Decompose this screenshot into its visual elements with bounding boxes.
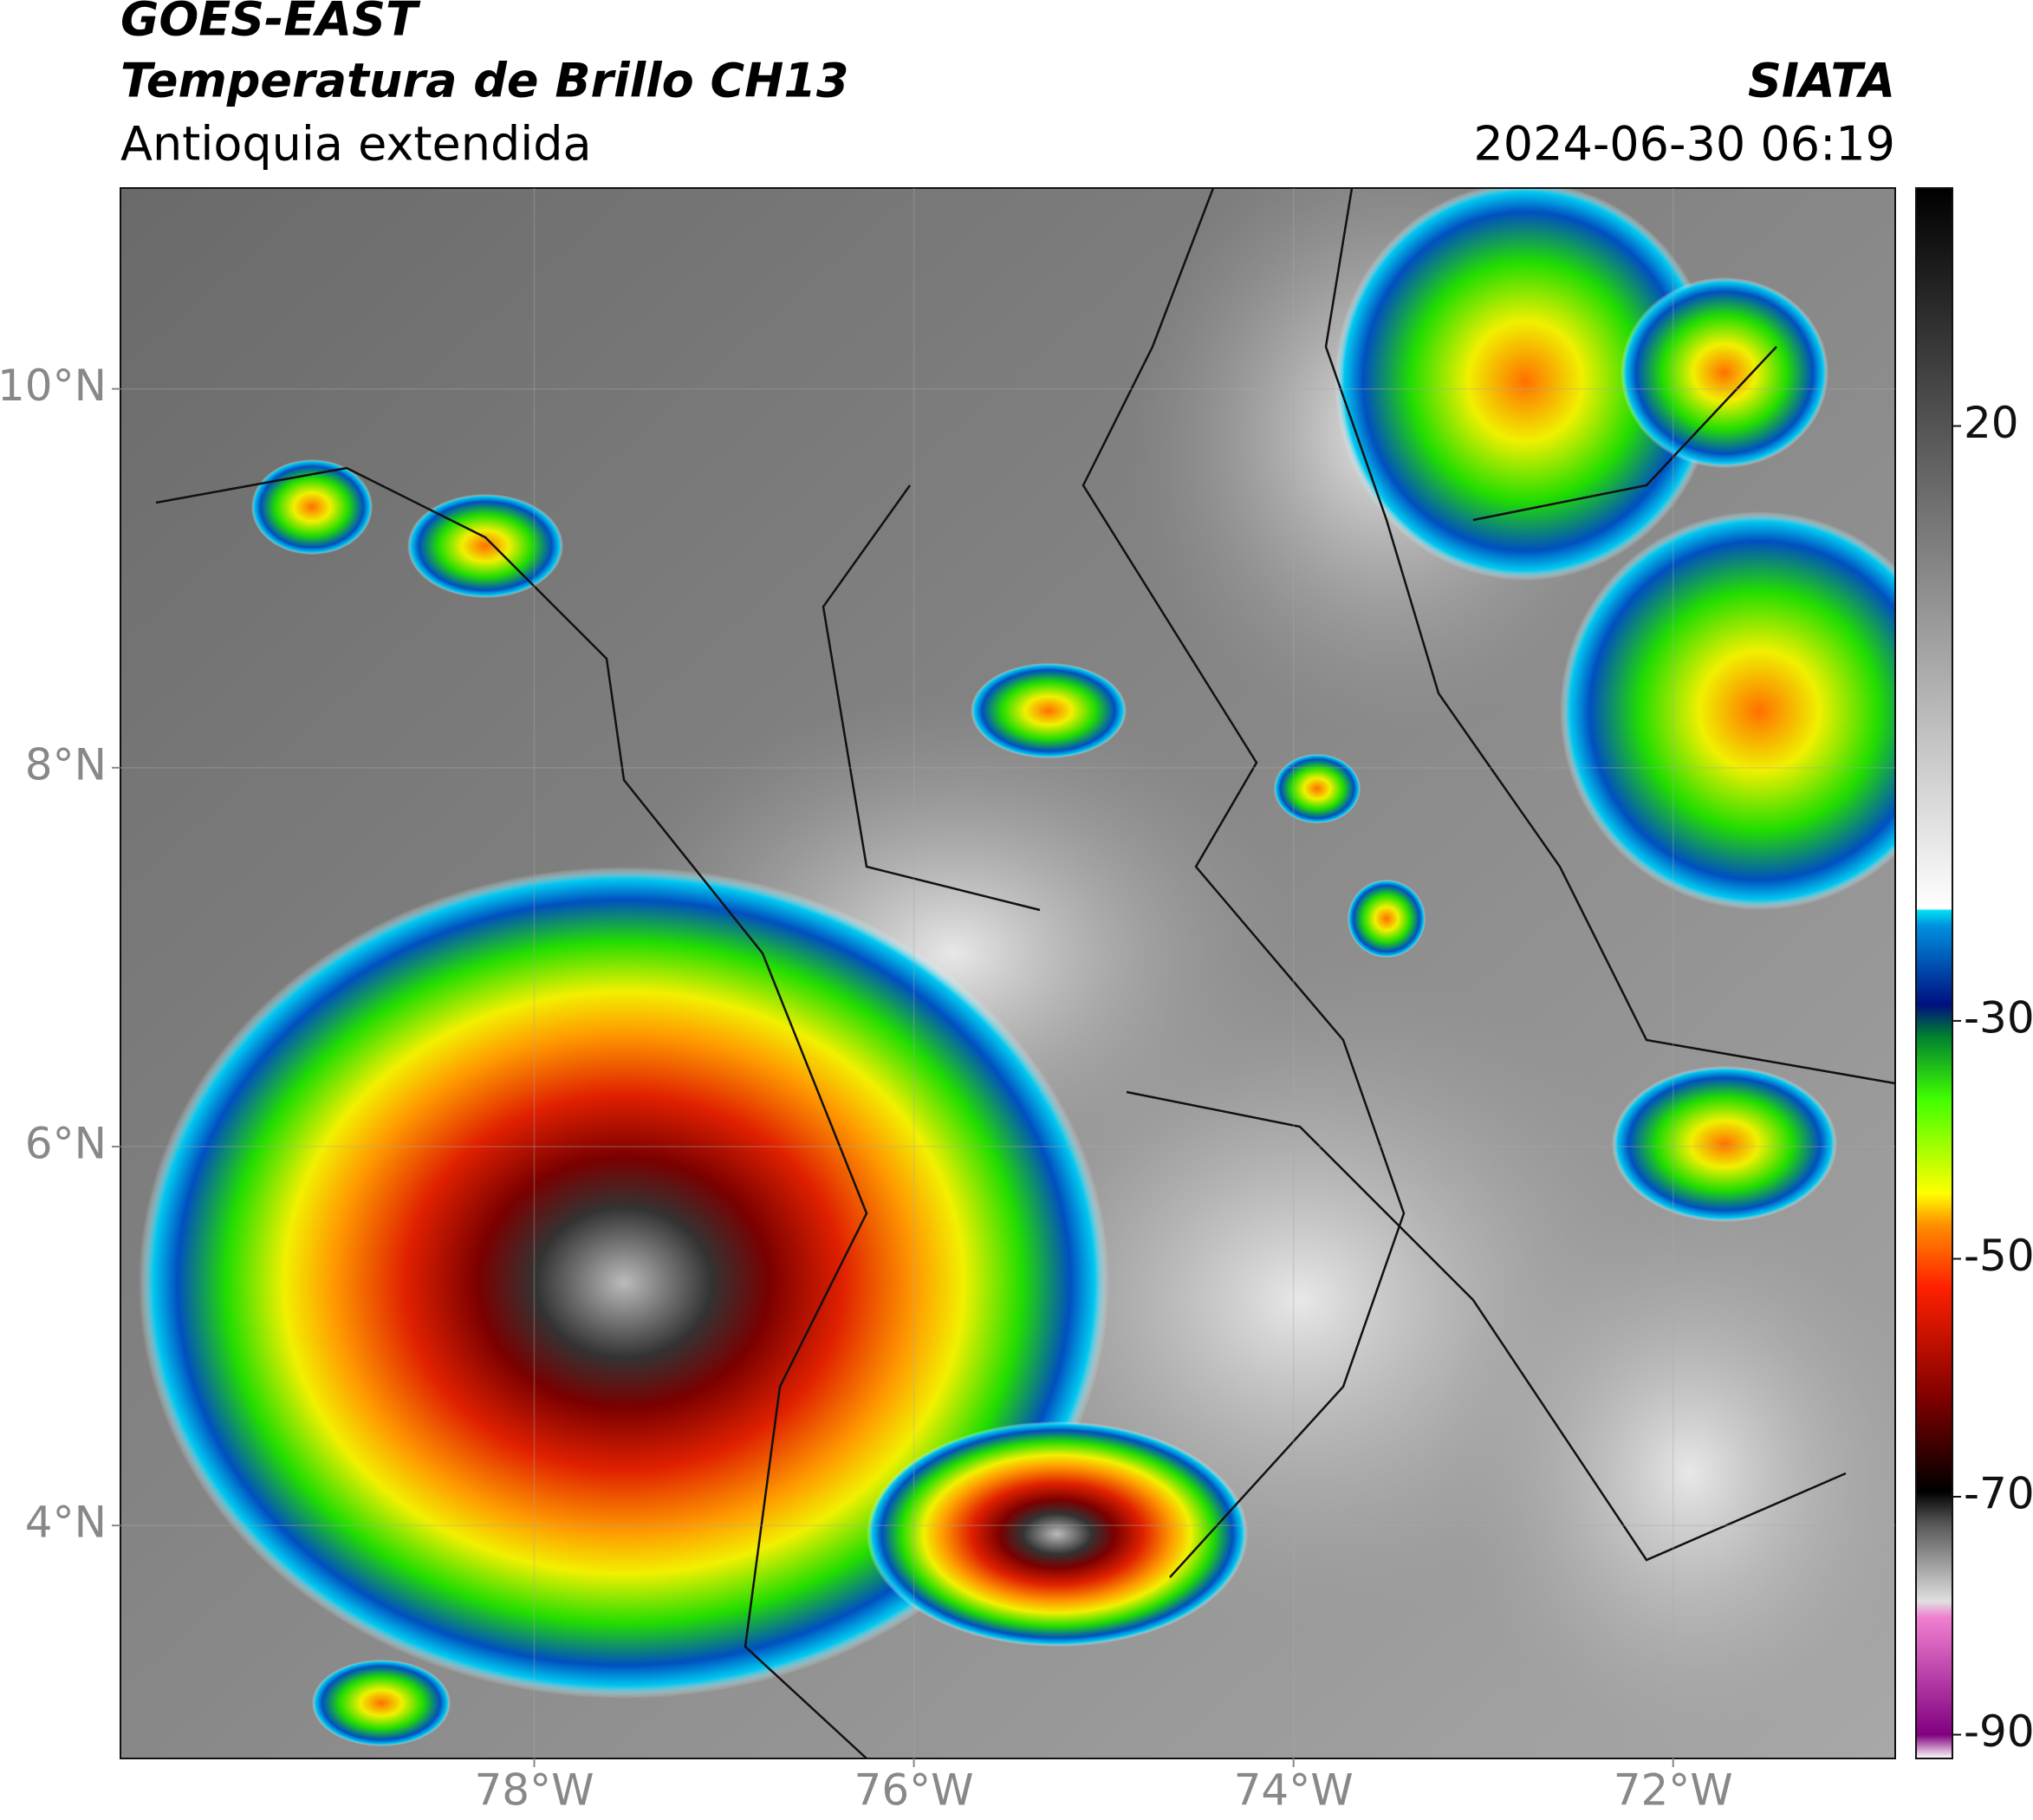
- x-tick-label: 74°W: [1234, 1765, 1354, 1816]
- subtitle: Temperatura de Brillo CH13: [120, 54, 849, 108]
- x-tick-label: 72°W: [1614, 1765, 1733, 1816]
- y-tick-label: 8°N: [25, 739, 107, 790]
- source: SIATA: [1748, 54, 1895, 108]
- timestamp: 2024-06-30 06:19: [1473, 117, 1895, 172]
- region: Antioquia extendida: [120, 117, 592, 172]
- colorbar-tick-label: -30: [1964, 992, 2033, 1043]
- x-tick-label: 78°W: [474, 1765, 594, 1816]
- y-tick-label: 6°N: [25, 1118, 107, 1168]
- y-tick-label: 10°N: [0, 361, 107, 411]
- map-frame: [120, 187, 1896, 1759]
- x-tick-label: 76°W: [854, 1765, 974, 1816]
- y-tick-label: 4°N: [25, 1498, 107, 1548]
- colorbar-tick-label: -70: [1964, 1469, 2033, 1519]
- colorbar-tick-label: -90: [1964, 1706, 2033, 1757]
- title: GOES-EAST: [120, 0, 421, 47]
- map-image: [120, 188, 1895, 1758]
- colorbar-tick-label: -50: [1964, 1231, 2033, 1281]
- colorbar-tick-label: 20: [1964, 398, 2019, 448]
- colorbar: [1915, 187, 1953, 1759]
